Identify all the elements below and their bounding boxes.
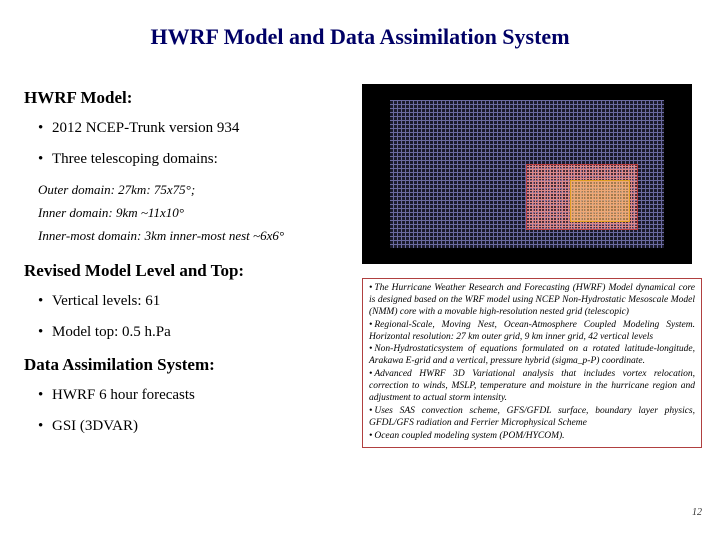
revised-bullet: Model top: 0.5 h.Pa bbox=[52, 324, 344, 341]
desc-item: Advanced HWRF 3D Variational analysis th… bbox=[369, 369, 695, 405]
desc-item: Non-Hydrostaticsystem of equations formu… bbox=[369, 344, 695, 368]
das-bullet: HWRF 6 hour forecasts bbox=[52, 387, 344, 404]
desc-item: Ocean coupled modeling system (POM/HYCOM… bbox=[369, 431, 695, 443]
domain-line: Outer domain: 27km: 75x75°; bbox=[38, 182, 344, 199]
desc-item: Regional-Scale, Moving Nest, Ocean-Atmos… bbox=[369, 320, 695, 344]
domain-line: Inner domain: 9km ~11x10° bbox=[38, 205, 344, 222]
revised-heading: Revised Model Level and Top: bbox=[24, 261, 344, 281]
innermost-domain-box bbox=[570, 180, 630, 222]
desc-item: Uses SAS convection scheme, GFS/GFDL sur… bbox=[369, 406, 695, 430]
model-heading: HWRF Model: bbox=[24, 88, 344, 108]
revised-bullet: Vertical levels: 61 bbox=[52, 293, 344, 310]
left-column: HWRF Model: 2012 NCEP-Trunk version 934 … bbox=[24, 88, 344, 449]
das-heading: Data Assimilation System: bbox=[24, 355, 344, 375]
domain-grid-figure bbox=[362, 84, 692, 264]
description-box: The Hurricane Weather Research and Forec… bbox=[362, 278, 702, 448]
page-title: HWRF Model and Data Assimilation System bbox=[0, 0, 720, 50]
outer-domain-mesh bbox=[390, 100, 664, 248]
page-number: 12 bbox=[692, 507, 702, 518]
desc-item: The Hurricane Weather Research and Forec… bbox=[369, 283, 695, 319]
model-bullet: Three telescoping domains: bbox=[52, 151, 344, 168]
model-bullet: 2012 NCEP-Trunk version 934 bbox=[52, 120, 344, 137]
domain-line: Inner-most domain: 3km inner-most nest ~… bbox=[38, 228, 344, 245]
das-bullet: GSI (3DVAR) bbox=[52, 418, 344, 435]
